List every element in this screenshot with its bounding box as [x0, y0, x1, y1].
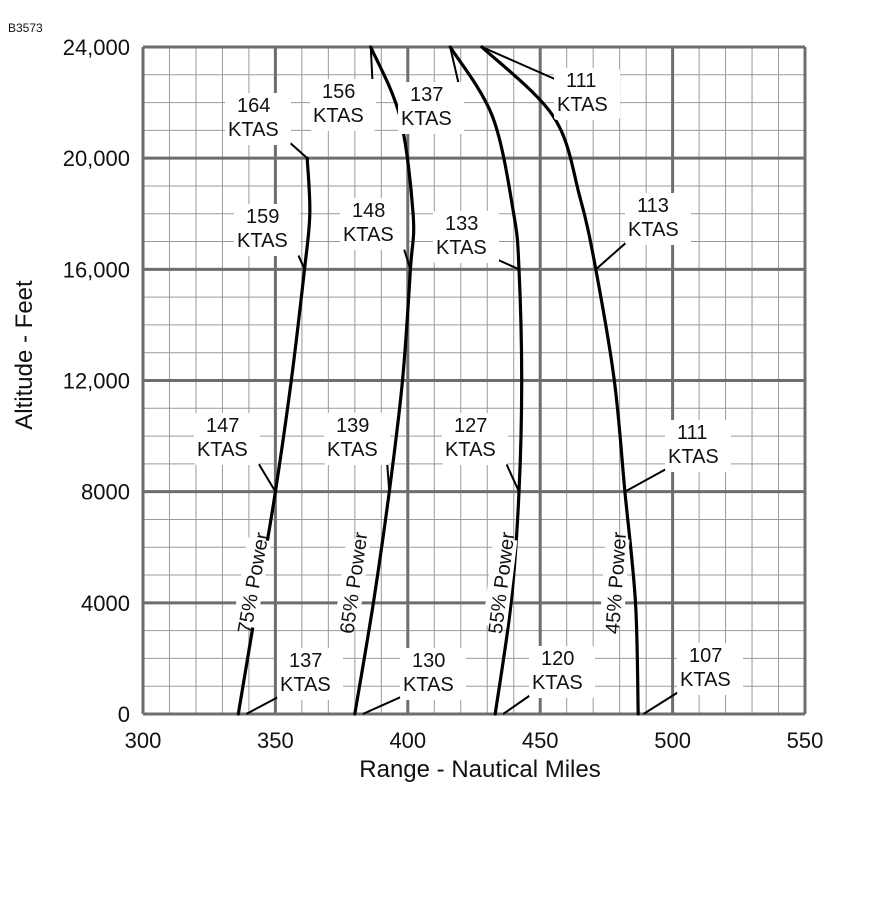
x-tick-label: 300 — [125, 728, 162, 753]
annotation-text: KTAS — [313, 105, 364, 127]
x-tick-label: 500 — [654, 728, 691, 753]
annotation-bg — [340, 198, 406, 250]
annotation-text: KTAS — [680, 669, 731, 691]
series-labels: 75% Power 65% Power 55% Power 45% Power — [232, 530, 631, 635]
x-tick-label: 400 — [389, 728, 426, 753]
x-axis-label: Range - Nautical Miles — [359, 756, 600, 783]
annotation-leader — [495, 258, 520, 271]
annotation-leader — [256, 460, 277, 493]
annotation-text: 148 — [352, 200, 385, 222]
annotation-text: KTAS — [668, 446, 719, 468]
annotation-leader — [245, 695, 281, 715]
annotation-leader — [402, 245, 412, 270]
annotation-bg — [310, 79, 376, 131]
annotation-bg — [225, 93, 291, 145]
annotation-text: 139 — [336, 415, 369, 437]
annotation-leader — [481, 46, 558, 81]
series-line-4 — [480, 45, 640, 716]
annotation-text: 133 — [445, 213, 478, 235]
series-line-2 — [353, 45, 416, 716]
y-tick-label: 8000 — [81, 480, 130, 505]
annotation-bg — [625, 193, 691, 245]
series-label-bg — [599, 538, 630, 628]
annotation-text: KTAS — [628, 219, 679, 241]
y-tick-label: 16,000 — [63, 257, 130, 282]
annotation-text: 147 — [206, 415, 239, 437]
annotation-text: KTAS — [327, 439, 378, 461]
major-grid — [141, 45, 807, 716]
annotation-text: KTAS — [557, 94, 608, 116]
annotation-text: 107 — [689, 645, 722, 667]
figure-code: B3573 — [8, 21, 43, 35]
annotation-text: 111 — [566, 70, 596, 92]
y-tick-label: 12,000 — [63, 369, 130, 394]
y-axis-ticks: 0 4000 8000 12,000 16,000 20,000 24,000 — [63, 35, 130, 727]
annotation-bg — [324, 413, 390, 465]
series-line-3 — [448, 45, 524, 716]
annotation-bg — [398, 82, 464, 134]
series-label-bg — [232, 537, 272, 629]
annotation-text: KTAS — [280, 674, 331, 696]
annotation-text: KTAS — [343, 224, 394, 246]
annotation-text: KTAS — [532, 672, 583, 694]
series-label-bg — [334, 537, 371, 628]
x-tick-label: 350 — [257, 728, 294, 753]
y-tick-label: 4000 — [81, 591, 130, 616]
annotation-text: 137 — [410, 84, 443, 106]
annotation-bg — [400, 648, 466, 700]
annotation-text: 130 — [412, 650, 445, 672]
annotation-text: KTAS — [401, 108, 452, 130]
annotation-text: KTAS — [436, 237, 487, 259]
annotation-text: 137 — [289, 650, 322, 672]
y-tick-label: 0 — [118, 702, 130, 727]
annotation-bg — [277, 648, 343, 700]
annotation-leader — [624, 467, 669, 493]
annotation-bg — [665, 420, 731, 472]
annotation-leaders — [245, 46, 681, 715]
annotation-leader — [504, 460, 520, 493]
annotation-leader — [595, 240, 629, 271]
annotation-bg — [677, 643, 743, 695]
annotation-leader — [642, 690, 681, 715]
annotation-bg — [554, 68, 620, 120]
annotation-leader — [287, 140, 308, 159]
annotation-leader — [502, 693, 533, 715]
annotation-text: 159 — [246, 206, 279, 228]
annotation-bg — [442, 413, 508, 465]
annotation-leader — [362, 695, 404, 715]
annotation-bg — [433, 211, 499, 263]
series-label-bg — [482, 537, 518, 628]
annotation-bg — [529, 646, 595, 698]
annotation-bg — [194, 413, 260, 465]
annotation-bg — [234, 204, 300, 256]
annotation-text: KTAS — [228, 119, 279, 141]
ktas-annotations: 164KTAS159KTAS147KTAS137KTAS156KTAS148KT… — [194, 68, 743, 700]
x-axis-ticks: 300 350 400 450 500 550 — [125, 728, 824, 753]
annotation-text: 156 — [322, 81, 355, 103]
y-tick-label: 24,000 — [63, 35, 130, 60]
annotation-text: 127 — [454, 415, 487, 437]
annotation-text: KTAS — [445, 439, 496, 461]
annotation-text: KTAS — [237, 230, 288, 252]
annotation-leader — [386, 460, 391, 492]
x-tick-label: 450 — [522, 728, 559, 753]
y-axis-label: Altitude - Feet — [11, 280, 38, 430]
annotation-text: KTAS — [197, 439, 248, 461]
y-tick-label: 20,000 — [63, 146, 130, 171]
annotation-text: KTAS — [403, 674, 454, 696]
annotation-text: 164 — [237, 95, 270, 117]
annotation-text: 111 — [677, 422, 707, 444]
x-tick-label: 550 — [787, 728, 824, 753]
annotation-text: 113 — [637, 195, 669, 217]
annotation-text: 120 — [541, 648, 574, 670]
